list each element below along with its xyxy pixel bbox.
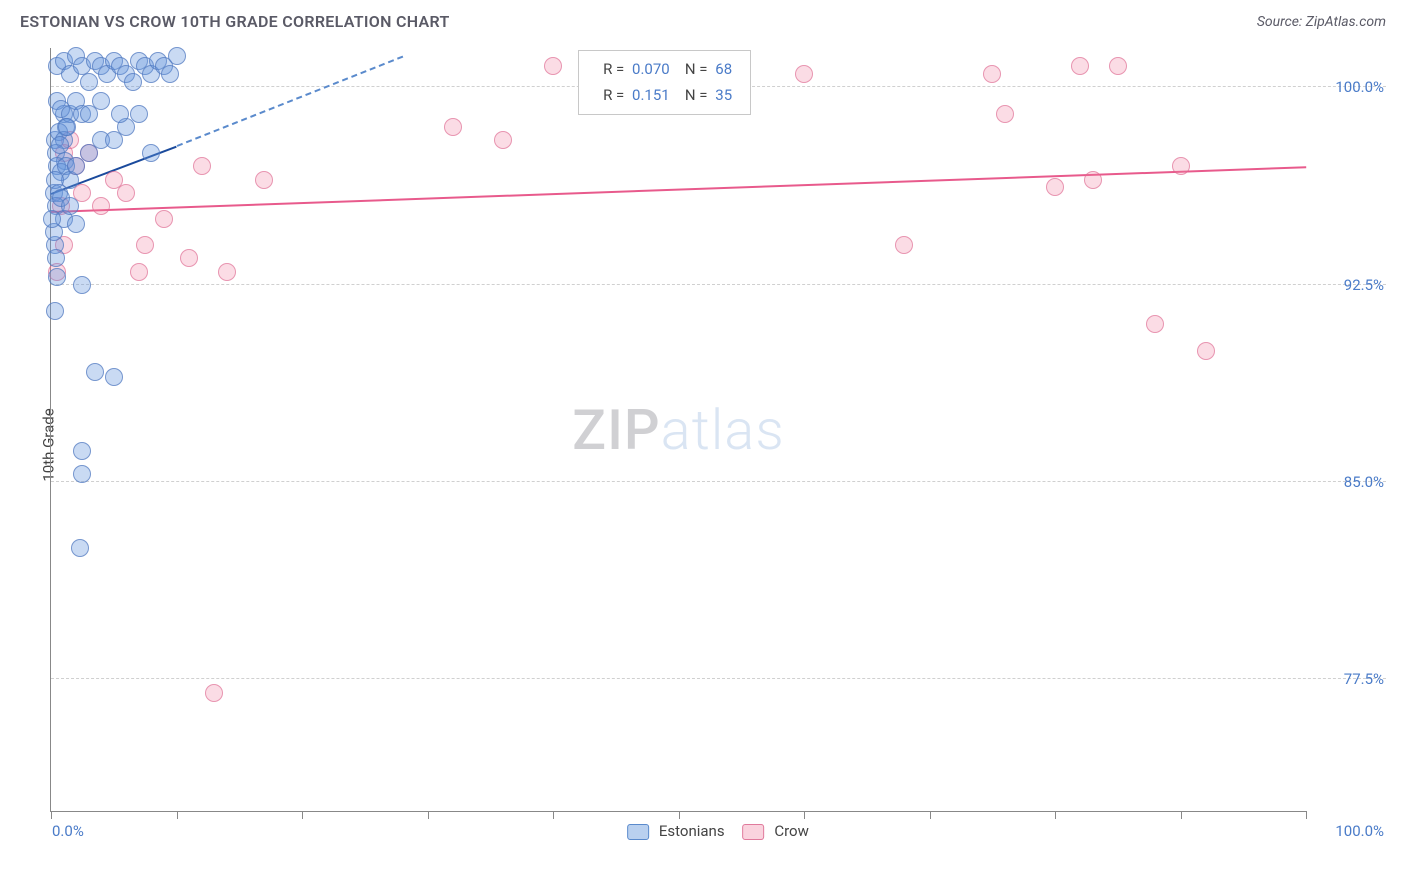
scatter-point-crow: [1046, 178, 1064, 196]
scatter-point-crow: [155, 210, 173, 228]
scatter-point-crow: [795, 65, 813, 83]
stats-legend-row: R = 0.151 N = 35: [593, 83, 736, 109]
scatter-point-crow: [1172, 157, 1190, 175]
scatter-point-estonians: [61, 197, 79, 215]
scatter-point-crow: [218, 263, 236, 281]
scatter-point-crow: [1084, 171, 1102, 189]
scatter-point-crow: [494, 131, 512, 149]
scatter-point-estonians: [168, 47, 186, 65]
scatter-point-estonians: [67, 215, 85, 233]
x-tick: [1055, 811, 1056, 819]
scatter-point-estonians: [161, 65, 179, 83]
watermark-atlas: atlas: [661, 397, 785, 463]
y-tick-label: 100.0%: [1314, 78, 1384, 96]
scatter-point-crow: [1197, 342, 1215, 360]
x-tick: [428, 811, 429, 819]
stats-legend-text: R = 0.151 N = 35: [603, 83, 736, 109]
x-tick: [1306, 811, 1307, 819]
scatter-point-crow: [544, 57, 562, 75]
legend-swatch-pink: [743, 824, 765, 840]
gridline-horizontal: [51, 284, 1386, 285]
scatter-point-estonians: [73, 465, 91, 483]
x-tick: [804, 811, 805, 819]
scatter-point-crow: [92, 197, 110, 215]
scatter-point-estonians: [130, 105, 148, 123]
plot-area: ZIPatlas 100.0%92.5%85.0%77.5%R = 0.070 …: [50, 48, 1306, 812]
x-axis-max-label: 100.0%: [1335, 822, 1384, 840]
scatter-point-estonians: [48, 268, 66, 286]
scatter-point-estonians: [142, 144, 160, 162]
scatter-point-crow: [895, 236, 913, 254]
scatter-point-crow: [180, 249, 198, 267]
x-tick: [679, 811, 680, 819]
scatter-point-estonians: [86, 363, 104, 381]
scatter-point-estonians: [92, 92, 110, 110]
scatter-point-estonians: [73, 276, 91, 294]
gridline-horizontal: [51, 481, 1386, 482]
scatter-point-crow: [444, 118, 462, 136]
scatter-point-crow: [130, 263, 148, 281]
scatter-point-crow: [983, 65, 1001, 83]
x-tick: [177, 811, 178, 819]
scatter-point-crow: [205, 684, 223, 702]
stats-legend-text: R = 0.070 N = 68: [603, 57, 736, 83]
legend-label-crow: Crow: [774, 822, 809, 840]
trendline: [176, 56, 403, 147]
legend-item-estonians: Estonians: [627, 822, 724, 840]
gridline-horizontal: [51, 678, 1386, 679]
x-tick: [1181, 811, 1182, 819]
footer-legend: Estonians Crow: [627, 822, 809, 840]
scatter-point-crow: [1071, 57, 1089, 75]
legend-swatch-blue: [627, 824, 649, 840]
scatter-point-crow: [136, 236, 154, 254]
scatter-point-estonians: [71, 539, 89, 557]
scatter-point-crow: [117, 184, 135, 202]
y-tick-label: 92.5%: [1314, 276, 1384, 294]
scatter-point-estonians: [111, 105, 129, 123]
chart-title: ESTONIAN VS CROW 10TH GRADE CORRELATION …: [20, 12, 450, 31]
stats-legend-row: R = 0.070 N = 68: [593, 57, 736, 83]
chart-container: 10th Grade ZIPatlas 100.0%92.5%85.0%77.5…: [50, 48, 1386, 842]
x-tick: [553, 811, 554, 819]
legend-item-crow: Crow: [743, 822, 809, 840]
stats-legend: R = 0.070 N = 68R = 0.151 N = 35: [578, 50, 751, 115]
x-axis-min-label: 0.0%: [52, 822, 84, 840]
scatter-point-estonians: [80, 73, 98, 91]
watermark-zip: ZIP: [572, 397, 660, 463]
scatter-point-estonians: [73, 442, 91, 460]
y-tick-label: 85.0%: [1314, 473, 1384, 491]
scatter-point-crow: [1146, 315, 1164, 333]
trendline: [51, 166, 1306, 213]
source-attribution: Source: ZipAtlas.com: [1257, 14, 1386, 30]
scatter-point-estonians: [43, 210, 61, 228]
scatter-point-estonians: [105, 368, 123, 386]
scatter-point-crow: [193, 157, 211, 175]
watermark: ZIPatlas: [572, 397, 784, 463]
scatter-point-crow: [255, 171, 273, 189]
scatter-point-crow: [1109, 57, 1127, 75]
scatter-point-crow: [996, 105, 1014, 123]
scatter-point-estonians: [124, 73, 142, 91]
y-tick-label: 77.5%: [1314, 670, 1384, 688]
x-tick: [302, 811, 303, 819]
scatter-point-estonians: [58, 118, 76, 136]
x-tick: [51, 811, 52, 819]
scatter-point-estonians: [47, 249, 65, 267]
legend-label-estonians: Estonians: [659, 822, 725, 840]
x-tick: [930, 811, 931, 819]
scatter-point-estonians: [46, 302, 64, 320]
